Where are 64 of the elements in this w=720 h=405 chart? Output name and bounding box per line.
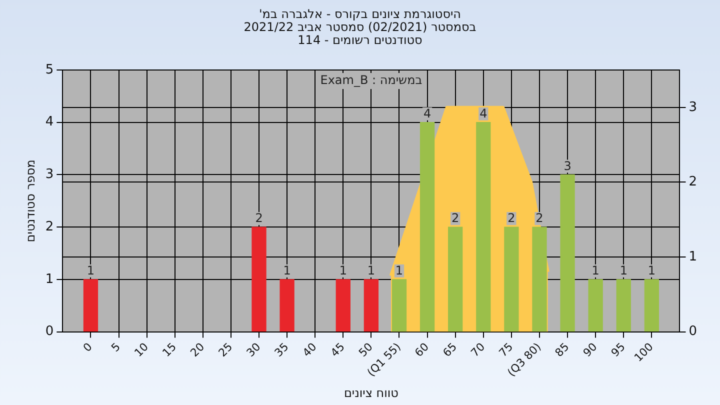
y-axis-title: מספר סטודנטים [23, 160, 38, 242]
bar [83, 279, 98, 332]
data-label: 3 [564, 158, 572, 173]
x-tick-label: 60 [412, 340, 432, 360]
bar [476, 122, 491, 332]
bar [448, 226, 463, 332]
chart-title: היסטוגרמת ציונים בקורס - אלגברה במ' [258, 7, 462, 21]
x-axis-title: טווח ציונים [344, 386, 399, 400]
x-tick-label: 30 [244, 340, 264, 360]
data-label: 1 [339, 264, 347, 278]
data-label: 1 [648, 264, 656, 278]
x-tick-label: 15 [160, 340, 180, 360]
data-label: 2 [536, 211, 544, 226]
y-tick-label: 0 [45, 324, 54, 340]
data-label: 2 [508, 211, 516, 226]
bar [560, 174, 575, 332]
bar [252, 226, 266, 332]
bar [420, 122, 435, 332]
x-tick-label: 70 [468, 340, 488, 360]
x-tick-label: 65 [440, 340, 460, 360]
data-label: 1 [395, 264, 404, 278]
x-tick-label: 45 [328, 340, 348, 360]
y-tick-label: 2 [45, 219, 54, 234]
x-tick-label: 5 [108, 340, 123, 355]
data-label: 4 [423, 106, 432, 120]
bar [616, 279, 631, 332]
x-tick-label: 90 [580, 340, 600, 360]
x-tick-label: 100 [632, 340, 656, 364]
data-label: 1 [86, 264, 95, 278]
bar [644, 279, 660, 332]
x-tick-label: 25 [216, 340, 236, 360]
x-tick-label: 85 [552, 340, 572, 360]
bar [504, 226, 519, 332]
y-tick-label: 4 [45, 114, 54, 130]
data-label: 1 [367, 264, 376, 278]
y-tick-label: 1 [45, 272, 54, 287]
x-tick-label: 50 [356, 340, 376, 360]
chart-subtitle: בסמסטר (02/2021) סמסטר אביב 2021/22 סטודנטים רשומים - 114 [242, 20, 478, 47]
bar [364, 279, 379, 332]
y2-tick-label: 1 [688, 249, 698, 264]
x-tick-label: 75 [496, 340, 516, 360]
x-tick-label: 40 [300, 340, 320, 360]
x-tick-label: 35 [272, 340, 292, 360]
bar [280, 279, 294, 332]
bar [392, 279, 407, 332]
data-label: 4 [480, 106, 488, 120]
data-label: 1 [283, 264, 291, 278]
y2-tick-label: 3 [688, 100, 698, 115]
y2-tick-label: 2 [688, 174, 698, 190]
bar [588, 279, 603, 332]
data-label: 1 [620, 264, 628, 278]
x-tick-label: 10 [132, 340, 151, 360]
x-tick-label: 95 [608, 340, 628, 360]
x-tick-label: 0 [80, 340, 95, 355]
data-label: 1 [592, 264, 600, 278]
data-label: 2 [255, 211, 263, 226]
y-tick-label: 5 [45, 62, 54, 78]
y2-tick-label: 0 [688, 324, 698, 340]
data-label: 2 [452, 211, 460, 226]
y-tick-label: 3 [45, 167, 54, 182]
x-tick-label: 20 [188, 340, 208, 360]
bar [336, 279, 350, 332]
annotation: במשימה : Exam_B [320, 73, 422, 88]
bar [532, 226, 547, 332]
